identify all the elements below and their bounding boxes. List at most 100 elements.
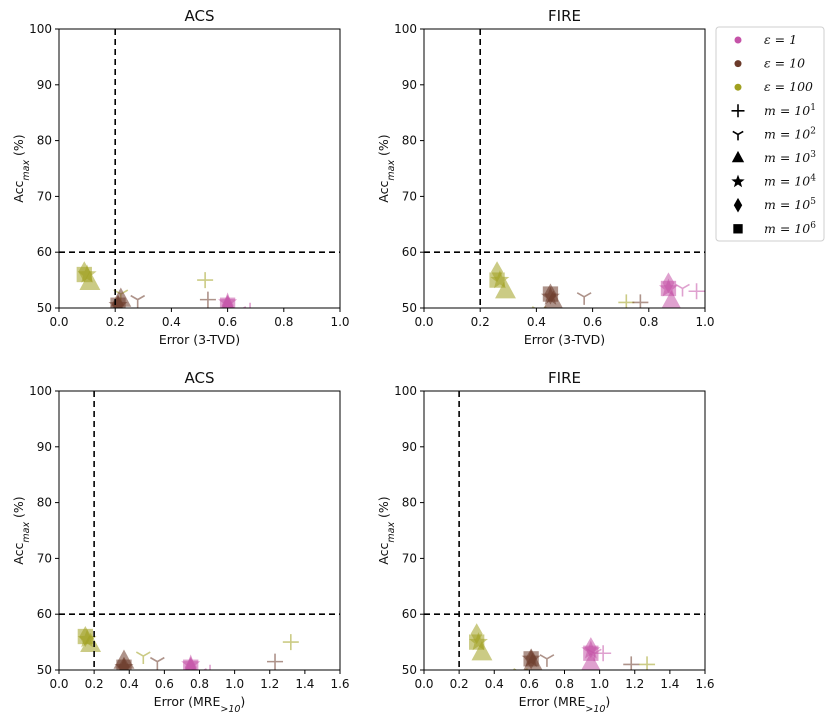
x-tick-label: 1.2 — [625, 677, 644, 691]
legend-label: ε = 100 — [764, 79, 813, 94]
panel-4: FIRE 0.0 0.2 0.4 0.6 0.8 1.0 1.2 1.4 1.6 50 60 70 80 9… — [376, 369, 715, 715]
point-eps10-square — [110, 297, 126, 308]
y-tick-label: 100 — [394, 22, 417, 36]
x-tick-label: 0.0 — [414, 677, 433, 691]
y-tick-label: 60 — [402, 607, 417, 621]
x-tick-label: 1.0 — [590, 677, 609, 691]
y-axis-label: Accmax (%) — [11, 134, 32, 202]
point-eps1-square — [183, 659, 199, 670]
point-eps100-square — [76, 266, 92, 283]
panel-1: ACS 0.0 0.2 0.4 0.6 0.8 1.0 50 60 70 80 90 100 Error … — [11, 7, 350, 347]
panel-title: FIRE — [548, 7, 581, 25]
y-tick-label: 60 — [402, 245, 417, 259]
y-tick-label: 100 — [394, 384, 417, 398]
x-tick-label: 0.2 — [106, 315, 125, 329]
legend-label: ε = 1 — [764, 32, 797, 47]
panel-title: ACS — [185, 369, 215, 387]
panel-title: FIRE — [548, 369, 581, 387]
y-tick-label: 50 — [37, 301, 52, 315]
legend-marker-star — [731, 174, 745, 188]
point-eps100-square — [489, 272, 505, 288]
x-tick-label: 0.6 — [155, 677, 174, 691]
x-axis-label: Error (3-TVD) — [524, 332, 605, 347]
panel-2: FIRE 0.0 0.2 0.4 0.6 0.8 1.0 50 60 70 80 90 100 Error… — [376, 7, 715, 347]
y-tick-label: 70 — [37, 551, 52, 565]
legend-marker-triangle — [731, 150, 745, 163]
x-tick-label: 1.0 — [695, 315, 714, 329]
plot-frame — [58, 28, 341, 309]
point-eps1-square — [219, 297, 236, 308]
x-tick-label: 0.8 — [274, 315, 293, 329]
y-tick-label: 80 — [37, 134, 52, 148]
x-tick-label: 1.4 — [295, 677, 314, 691]
y-tick-label: 70 — [37, 189, 52, 203]
x-tick-label: 1.2 — [260, 677, 279, 691]
point-eps10-tri_down — [130, 294, 146, 308]
x-tick-label: 0.8 — [639, 315, 658, 329]
x-tick-label: 0.2 — [471, 315, 490, 329]
y-tick-label: 100 — [29, 22, 52, 36]
point-eps10-tri_down — [539, 654, 555, 667]
panel-3: ACS 0.0 0.2 0.4 0.6 0.8 1.0 1.2 1.4 1.6 50 60 70 80 90… — [11, 369, 350, 715]
legend-marker-plus — [731, 104, 745, 118]
legend-swatch-eps1 — [734, 36, 742, 44]
legend-label: m = 102 — [764, 126, 816, 141]
x-tick-label: 1.0 — [225, 677, 244, 691]
y-tick-label: 80 — [37, 496, 52, 510]
point-eps1-square — [583, 645, 599, 661]
scatter-points — [76, 261, 251, 308]
panel-title: ACS — [185, 7, 215, 25]
plot-frame — [423, 390, 706, 671]
plot-frame — [58, 390, 341, 671]
x-tick-label: 0.4 — [527, 315, 546, 329]
legend-label: m = 101 — [764, 103, 816, 118]
x-tick-label: 0.0 — [49, 677, 68, 691]
legend-label: m = 104 — [764, 174, 816, 189]
point-eps10-plus — [267, 653, 284, 670]
point-eps1-plus — [688, 283, 705, 300]
point-eps100-tri_down — [135, 651, 151, 665]
point-eps10-tri_down — [149, 656, 165, 670]
legend-marker-square — [733, 224, 743, 234]
y-tick-label: 50 — [402, 301, 417, 315]
y-tick-label: 90 — [402, 440, 417, 454]
x-tick-label: 1.0 — [330, 315, 349, 329]
point-eps100-square — [77, 628, 93, 645]
y-tick-label: 50 — [402, 663, 417, 677]
scatter-points — [77, 626, 299, 670]
x-tick-label: 0.4 — [162, 315, 181, 329]
legend-label: m = 106 — [764, 221, 816, 236]
legend-marker-diamond — [733, 197, 743, 213]
point-eps10-square — [523, 651, 539, 667]
y-tick-label: 50 — [37, 663, 52, 677]
point-eps100-triangle — [495, 279, 516, 299]
point-eps100-plus — [197, 272, 214, 289]
y-axis-label: Accmax (%) — [376, 134, 397, 202]
legend-label: m = 105 — [764, 197, 816, 212]
legend-label: ε = 10 — [764, 56, 805, 71]
legend-swatch-eps10 — [734, 60, 742, 68]
x-tick-label: 0.6 — [520, 677, 539, 691]
legend-label: m = 103 — [764, 150, 816, 165]
x-axis-label: Error (MRE>10) — [154, 694, 246, 715]
point-eps10-square — [116, 659, 132, 670]
point-eps10-tri_down — [576, 292, 592, 305]
point-eps100-plus — [282, 634, 299, 651]
x-tick-label: 0.6 — [583, 315, 602, 329]
x-tick-label: 0.4 — [120, 677, 139, 691]
y-tick-label: 70 — [402, 551, 417, 565]
y-axis-label: Accmax (%) — [376, 496, 397, 564]
x-tick-label: 1.6 — [695, 677, 714, 691]
x-tick-label: 0.8 — [555, 677, 574, 691]
x-tick-label: 1.4 — [660, 677, 679, 691]
plot-frame — [423, 28, 706, 309]
y-tick-label: 90 — [37, 440, 52, 454]
y-tick-label: 60 — [37, 607, 52, 621]
point-eps10-square — [542, 286, 559, 302]
x-axis-label: Error (MRE>10) — [519, 694, 611, 715]
y-tick-label: 60 — [37, 245, 52, 259]
x-tick-label: 1.6 — [330, 677, 349, 691]
point-eps1-plus — [209, 664, 211, 670]
y-tick-label: 100 — [29, 384, 52, 398]
